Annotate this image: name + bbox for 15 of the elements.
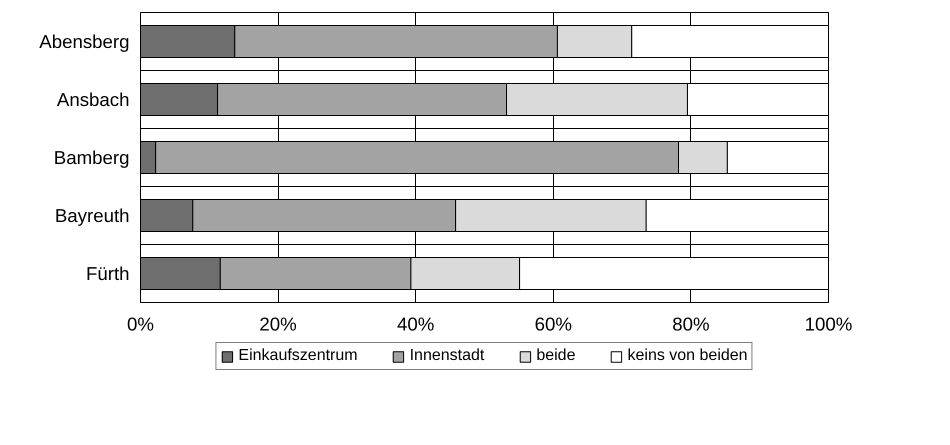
x-tick-label: 60% (534, 314, 572, 334)
x-tick-label: 100% (804, 314, 852, 334)
x-tick-label: 20% (259, 314, 297, 334)
legend-label: keins von beiden (627, 347, 748, 365)
x-tick-label: 0% (127, 314, 154, 334)
y-tick-label: Bamberg (54, 147, 130, 168)
x-tick-label: 80% (672, 314, 710, 334)
y-tick-label: Fürth (86, 263, 130, 284)
legend-label: Einkaufszentrum (238, 347, 358, 365)
x-tick-label: 40% (397, 314, 434, 334)
y-tick-label: Bayreuth (54, 205, 130, 226)
legend-label: Innenstadt (410, 347, 484, 365)
legend-label: beide (536, 347, 576, 365)
y-tick-label: Abensberg (39, 31, 130, 52)
y-tick-label: Ansbach (56, 89, 130, 110)
